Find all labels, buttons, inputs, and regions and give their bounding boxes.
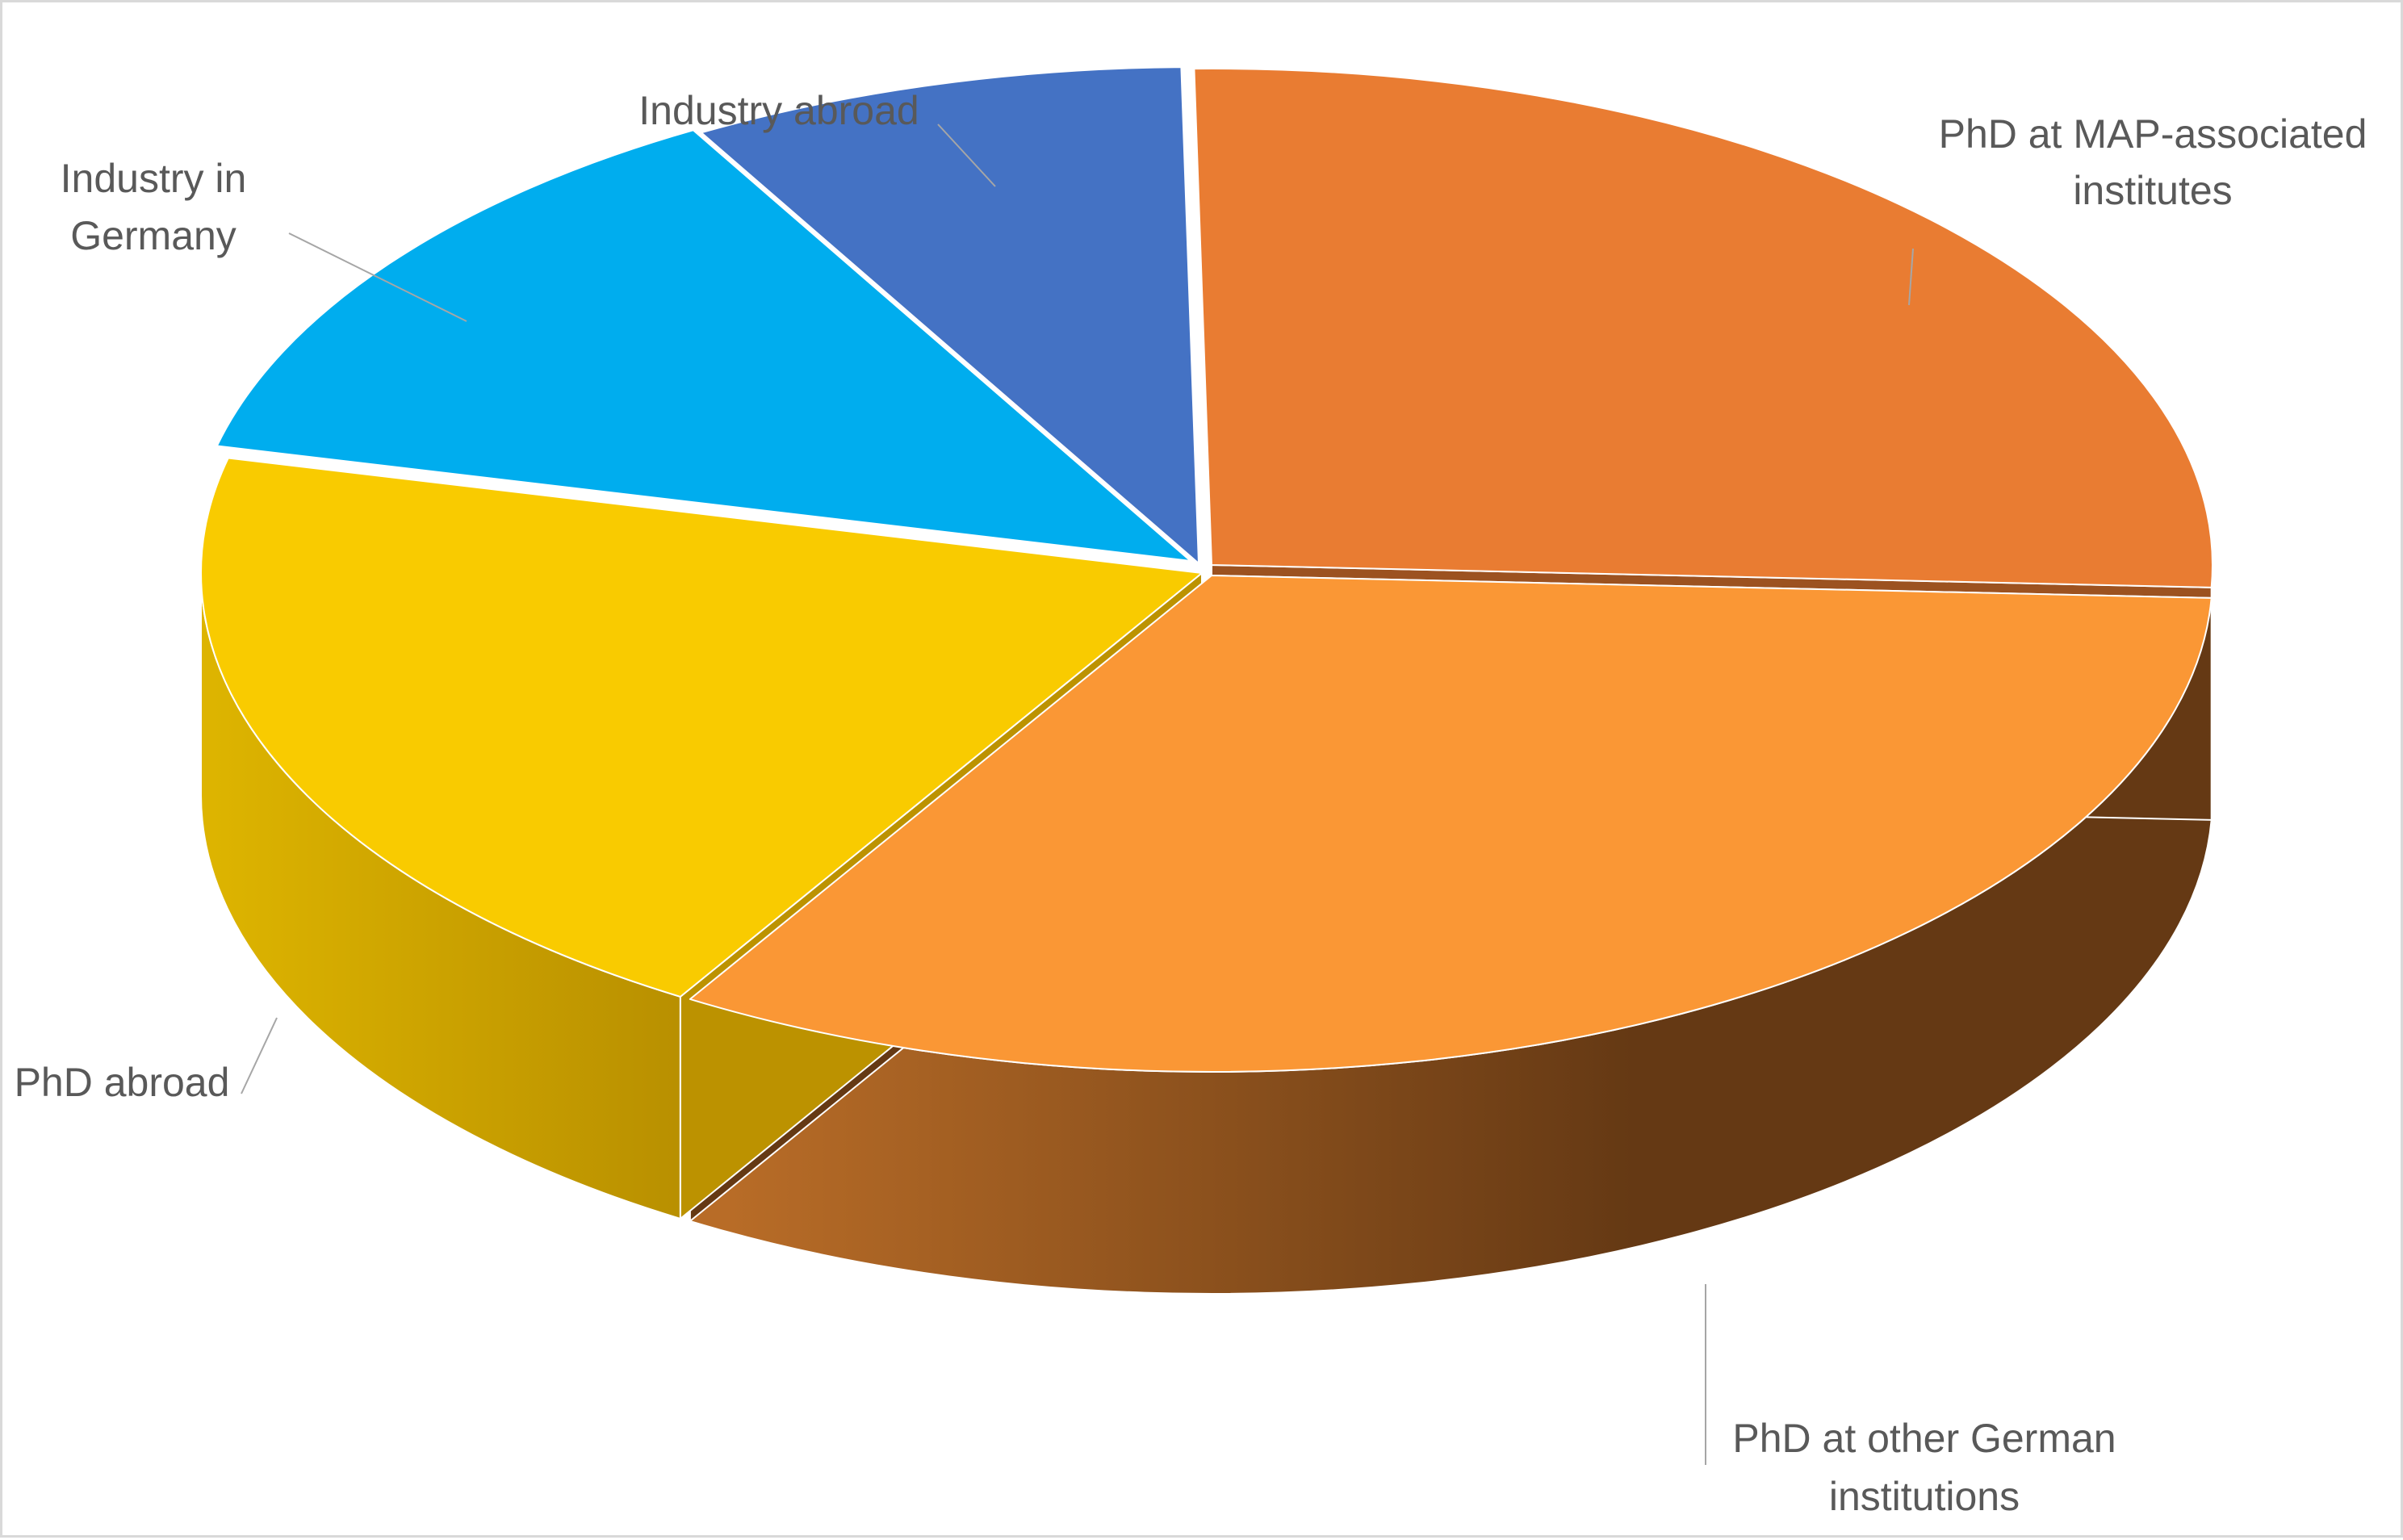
slice-label-line: institutes xyxy=(2073,168,2232,213)
slice-label-line: institutions xyxy=(1829,1474,2020,1519)
slice-label-1: PhD at other German institutions xyxy=(1732,1416,2116,1519)
pie-slice-2 xyxy=(200,457,1203,998)
pie-tops xyxy=(200,66,2213,1073)
slice-label-0: PhD at MAP-associated institutes xyxy=(1939,111,2367,213)
slice-label-2: PhD abroad xyxy=(15,1060,230,1105)
slice-label-line: Germany xyxy=(70,213,237,258)
slice-label-line: Industry in xyxy=(61,156,247,201)
slice-label-line: Industry abroad xyxy=(638,88,919,133)
slice-label-line: PhD abroad xyxy=(15,1060,230,1105)
leader-line-3 xyxy=(288,232,467,322)
pie-slice-3 xyxy=(216,129,1191,562)
pie-slice-0 xyxy=(1193,68,2213,588)
leader-line-4 xyxy=(937,123,996,187)
leader-line-2 xyxy=(241,1017,278,1094)
slice-label-line: PhD at MAP-associated xyxy=(1939,111,2367,157)
slice-label-4: Industry abroad xyxy=(638,88,919,133)
pie-slice-1 xyxy=(689,575,2213,1073)
pie-slice-4 xyxy=(700,66,1199,564)
leader-line-0 xyxy=(1908,248,1914,306)
slice-label-line: PhD at other German xyxy=(1732,1416,2116,1461)
slice-label-3: Industry in Germany xyxy=(61,156,247,258)
slice-labels: PhD at MAP-associated institutes PhD at ot… xyxy=(15,88,2367,1519)
leader-lines xyxy=(241,123,1914,1465)
